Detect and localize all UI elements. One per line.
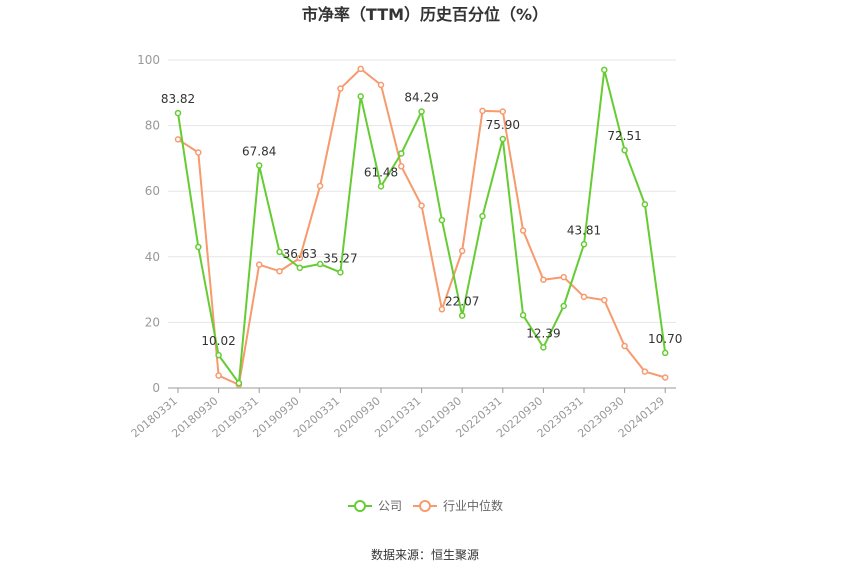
data-point-company bbox=[398, 150, 405, 157]
data-point-company bbox=[621, 146, 628, 154]
data-label: 36.63 bbox=[283, 247, 317, 261]
data-point-company bbox=[641, 201, 649, 208]
data-point-industry bbox=[661, 374, 669, 381]
data-point-industry bbox=[479, 107, 486, 115]
data-point-company bbox=[337, 269, 344, 276]
data-point-industry bbox=[499, 108, 507, 115]
data-point-industry bbox=[601, 296, 608, 304]
data-label: 10.02 bbox=[201, 334, 235, 348]
legend: 公司 行业中位数 bbox=[348, 498, 503, 513]
data-point-company bbox=[580, 241, 588, 248]
data-point-company bbox=[235, 379, 243, 387]
y-tick-label: 40 bbox=[145, 250, 160, 264]
data-point-company bbox=[215, 351, 222, 359]
data-point-company bbox=[296, 264, 304, 272]
data-point-company bbox=[458, 312, 466, 319]
data-label: 67.84 bbox=[242, 144, 276, 158]
data-point-industry bbox=[641, 368, 649, 375]
y-tick-label: 80 bbox=[145, 119, 160, 133]
legend-label-company: 公司 bbox=[378, 499, 402, 513]
data-point-industry bbox=[174, 136, 182, 143]
y-tick-label: 0 bbox=[152, 381, 160, 395]
chart-title: 市净率（TTM）历史百分位（%） bbox=[302, 5, 548, 24]
legend-marker-industry bbox=[419, 500, 431, 512]
data-point-company bbox=[357, 93, 364, 100]
data-labels: 83.82 10.02 67.84 36.63 35.27 61.48 84.29 22.07… bbox=[161, 91, 683, 349]
data-point-industry bbox=[519, 227, 527, 234]
data-point-company bbox=[255, 162, 263, 169]
data-point-company bbox=[499, 135, 507, 143]
series-area bbox=[174, 65, 669, 388]
legend-label-industry: 行业中位数 bbox=[443, 498, 503, 513]
data-source: 数据来源：恒生聚源 bbox=[371, 547, 479, 562]
legend-item-company[interactable]: 公司 bbox=[348, 499, 402, 513]
data-point-company bbox=[174, 109, 182, 117]
legend-marker-company bbox=[354, 500, 366, 512]
data-point-industry bbox=[337, 85, 344, 92]
data-point-company bbox=[661, 349, 669, 357]
y-tick-label: 60 bbox=[145, 184, 160, 198]
data-point-industry bbox=[276, 267, 283, 275]
data-label: 43.81 bbox=[567, 223, 601, 237]
data-label: 35.27 bbox=[323, 251, 357, 265]
data-point-industry bbox=[418, 202, 425, 209]
data-point-industry bbox=[398, 163, 405, 170]
data-point-industry bbox=[296, 254, 304, 262]
legend-item-industry[interactable]: 行业中位数 bbox=[413, 498, 503, 513]
data-point-industry bbox=[621, 342, 628, 350]
data-label: 12.39 bbox=[526, 326, 560, 340]
data-point-industry bbox=[458, 247, 466, 255]
data-point-industry bbox=[540, 276, 547, 284]
data-point-company bbox=[276, 248, 283, 256]
data-point-industry bbox=[316, 182, 324, 190]
data-point-company bbox=[519, 311, 527, 319]
data-label: 75.90 bbox=[486, 118, 520, 132]
data-label: 72.51 bbox=[607, 129, 641, 143]
data-point-industry bbox=[438, 306, 446, 313]
data-point-company bbox=[418, 108, 425, 115]
data-point-company bbox=[479, 212, 486, 220]
data-point-company bbox=[316, 260, 324, 268]
data-point-company bbox=[540, 344, 547, 351]
data-point-industry bbox=[215, 372, 222, 379]
data-point-industry bbox=[580, 293, 588, 301]
y-tick-label: 20 bbox=[145, 315, 160, 329]
data-label: 10.70 bbox=[648, 332, 682, 346]
axes: 0204060801002018033120180930201903312019… bbox=[129, 53, 676, 440]
data-point-company bbox=[438, 216, 446, 224]
data-point-industry bbox=[195, 149, 202, 156]
data-label: 22.07 bbox=[445, 295, 479, 309]
data-point-industry bbox=[357, 65, 364, 73]
data-point-industry bbox=[255, 261, 263, 268]
data-point-company bbox=[195, 243, 202, 251]
data-point-company bbox=[377, 183, 385, 190]
data-point-company bbox=[601, 66, 608, 74]
y-tick-label: 100 bbox=[137, 53, 160, 67]
data-point-company bbox=[560, 302, 567, 310]
data-point-industry bbox=[377, 81, 385, 89]
data-label: 84.29 bbox=[404, 91, 438, 105]
data-label: 83.82 bbox=[161, 92, 195, 106]
data-label: 61.48 bbox=[364, 165, 398, 179]
data-point-industry bbox=[560, 273, 567, 281]
grid bbox=[168, 59, 676, 323]
